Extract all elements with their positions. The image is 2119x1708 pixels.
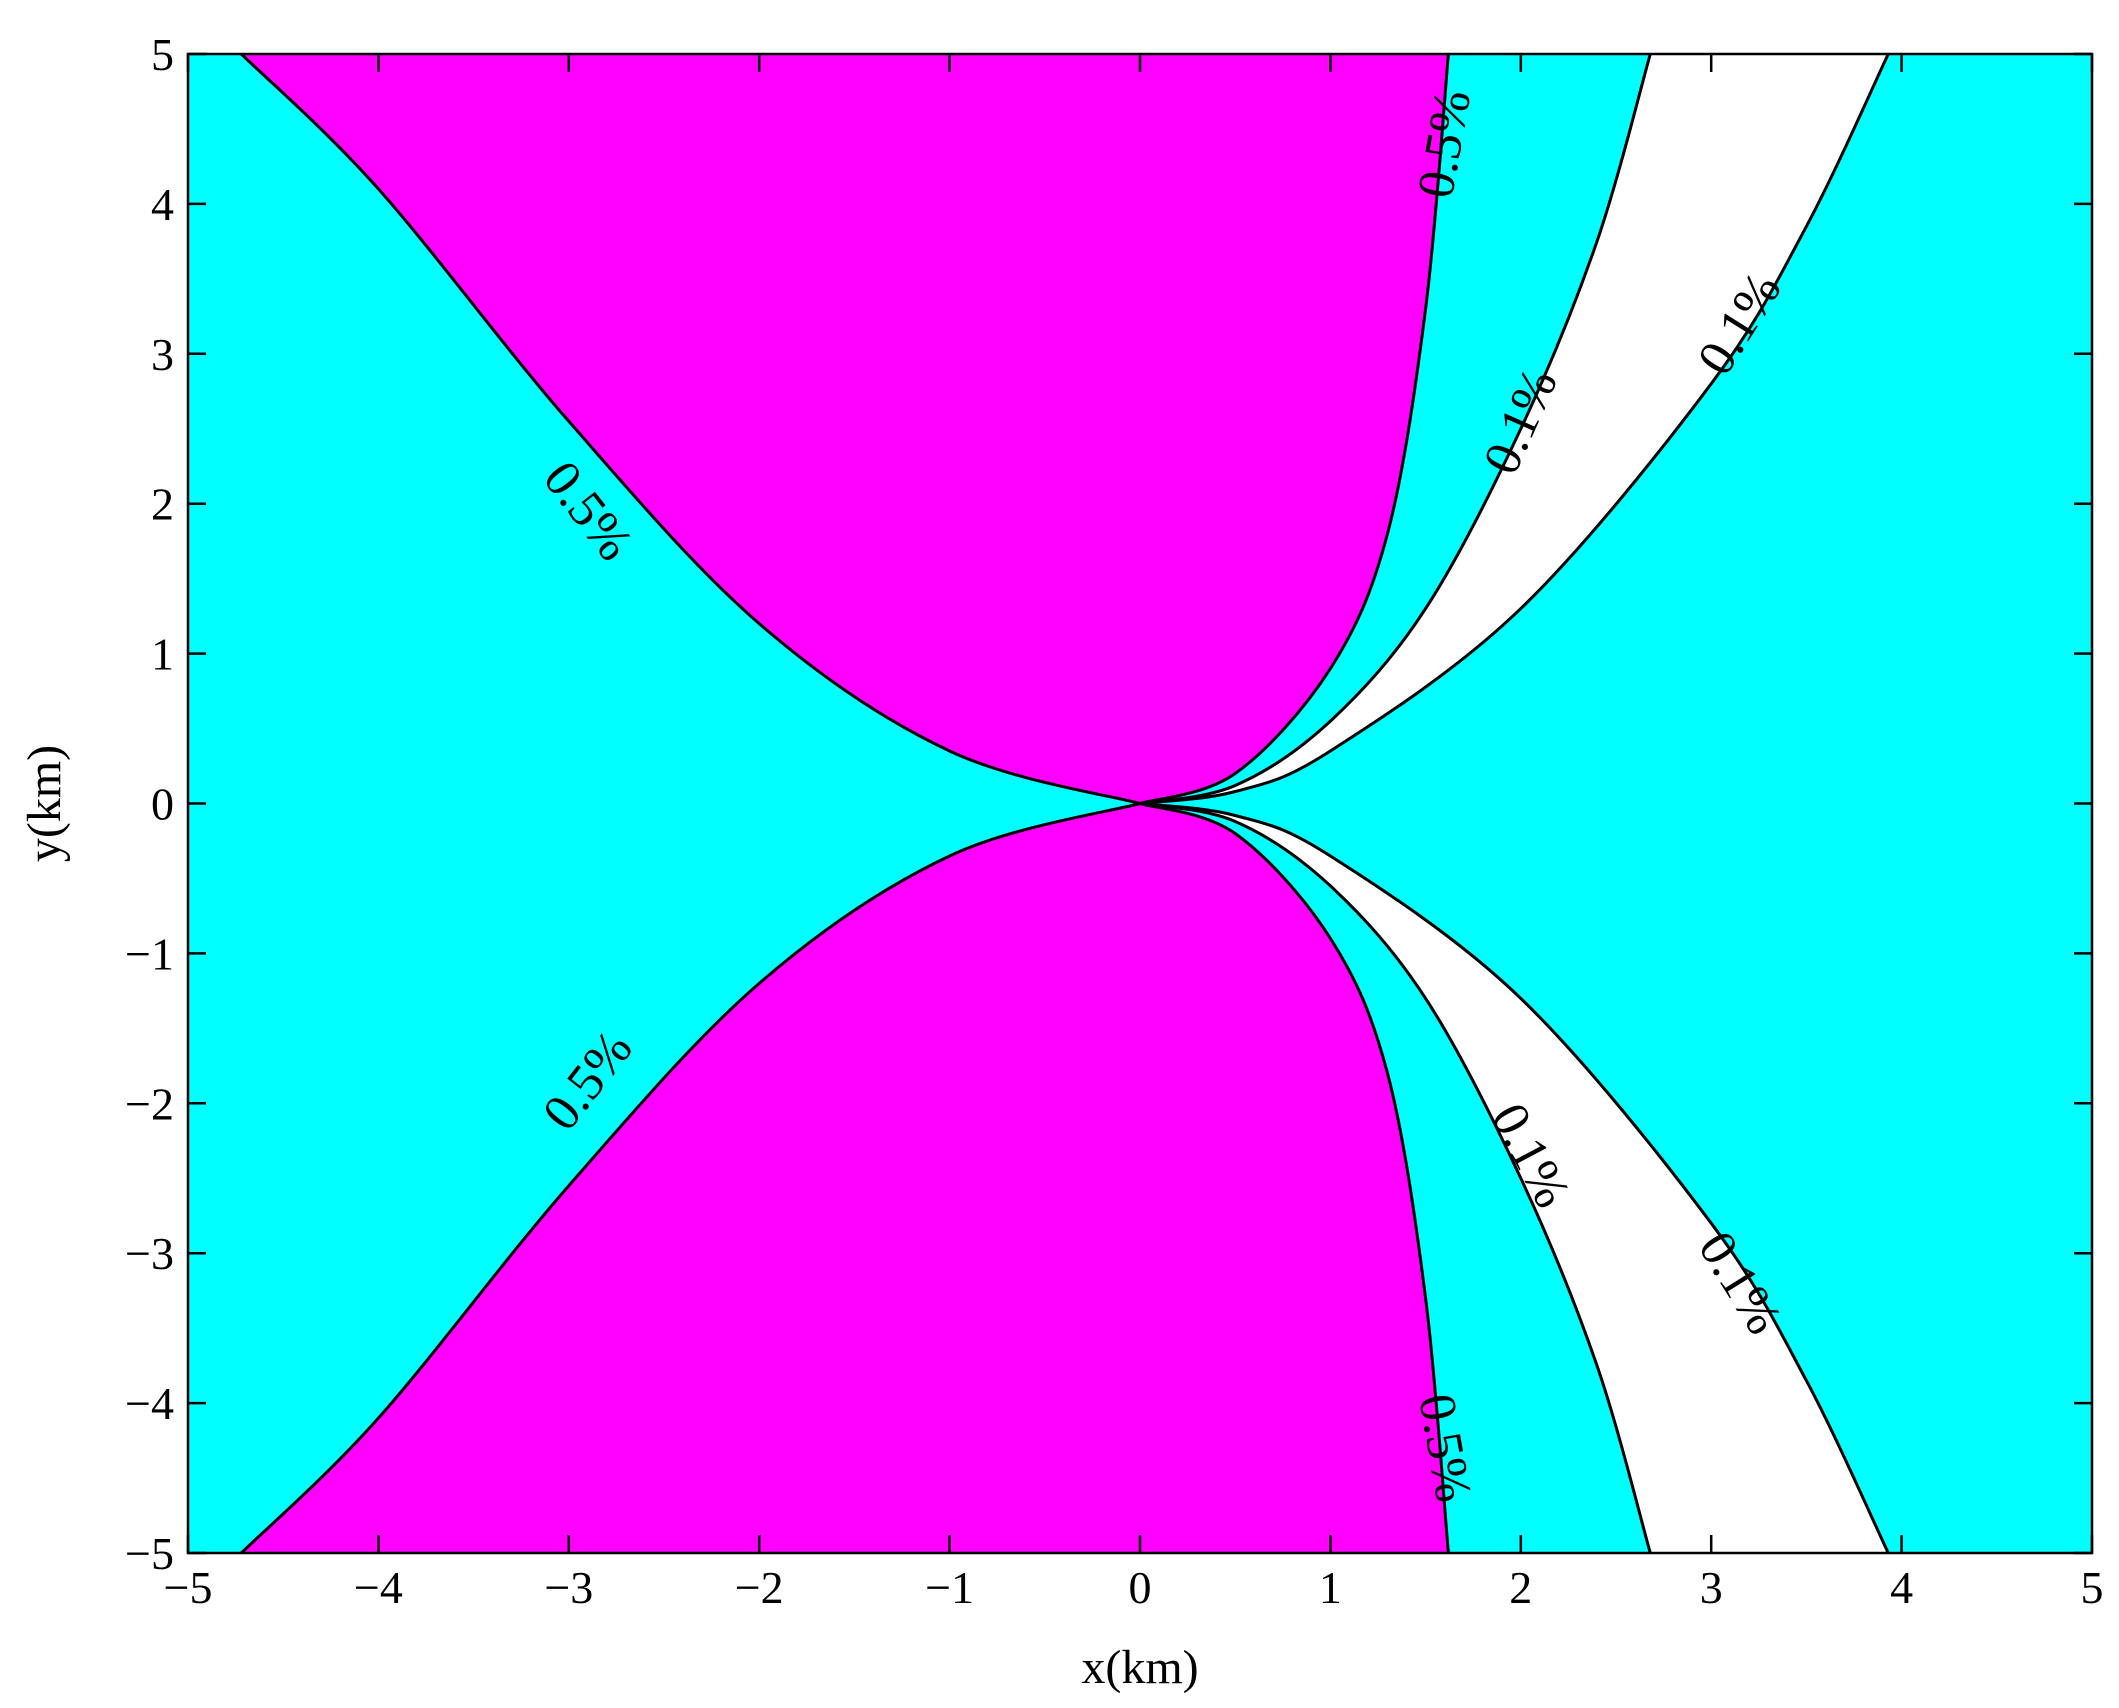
- y-tick-label: 1: [151, 629, 174, 680]
- contour-line-left-lower: [240, 802, 1141, 1553]
- y-tick-label: 4: [151, 179, 174, 230]
- region-01-band-upper: [1140, 54, 1889, 804]
- region-01-band-lower: [1140, 803, 1889, 1553]
- x-tick-label: 1: [1319, 1562, 1342, 1613]
- y-tick-label: −1: [125, 928, 174, 979]
- y-tick-label: 0: [151, 779, 174, 830]
- x-tick-label: 4: [1890, 1562, 1913, 1613]
- x-tick-label: 0: [1129, 1562, 1152, 1613]
- contour-line-left-upper: [240, 54, 1141, 805]
- x-tick-label: 5: [2081, 1562, 2104, 1613]
- y-tick-label: 3: [151, 329, 174, 380]
- contour-line-right-lower: [1139, 802, 1450, 1553]
- y-tick-label: −4: [125, 1378, 174, 1429]
- y-tick-label: −2: [125, 1078, 174, 1129]
- y-tick-label: −3: [125, 1228, 174, 1279]
- region-above-05-lower: [241, 803, 1449, 1553]
- y-tick-label: 2: [151, 479, 174, 530]
- y-tick-label: −5: [125, 1528, 174, 1579]
- contour-lines: [240, 54, 1890, 1553]
- contour-line-inner-upper: [1139, 54, 1652, 805]
- x-axis: −5 −4 −3 −2 −1 0 1 2 3 4 5: [164, 54, 2104, 1613]
- x-axis-label: x(km): [1081, 1641, 1198, 1694]
- contour-line-inner-lower: [1139, 802, 1652, 1553]
- y-axis: −5 −4 −3 −2 −1 0 1 2 3 4 5: [125, 29, 2092, 1579]
- x-tick-label: −4: [354, 1562, 403, 1613]
- x-tick-label: −2: [735, 1562, 784, 1613]
- region-above-05-upper: [241, 54, 1449, 804]
- contour-line-outer-upper: [1139, 54, 1890, 805]
- x-tick-label: −3: [544, 1562, 593, 1613]
- contour-line-right-upper: [1139, 54, 1450, 805]
- y-axis-label: y(km): [18, 745, 71, 862]
- x-tick-label: 2: [1509, 1562, 1532, 1613]
- x-tick-label: −1: [925, 1562, 974, 1613]
- y-tick-label: 5: [151, 29, 174, 80]
- x-tick-label: −5: [164, 1562, 213, 1613]
- x-tick-label: 3: [1700, 1562, 1723, 1613]
- contour-regions: [241, 54, 1889, 1553]
- contour-line-outer-lower: [1139, 802, 1890, 1553]
